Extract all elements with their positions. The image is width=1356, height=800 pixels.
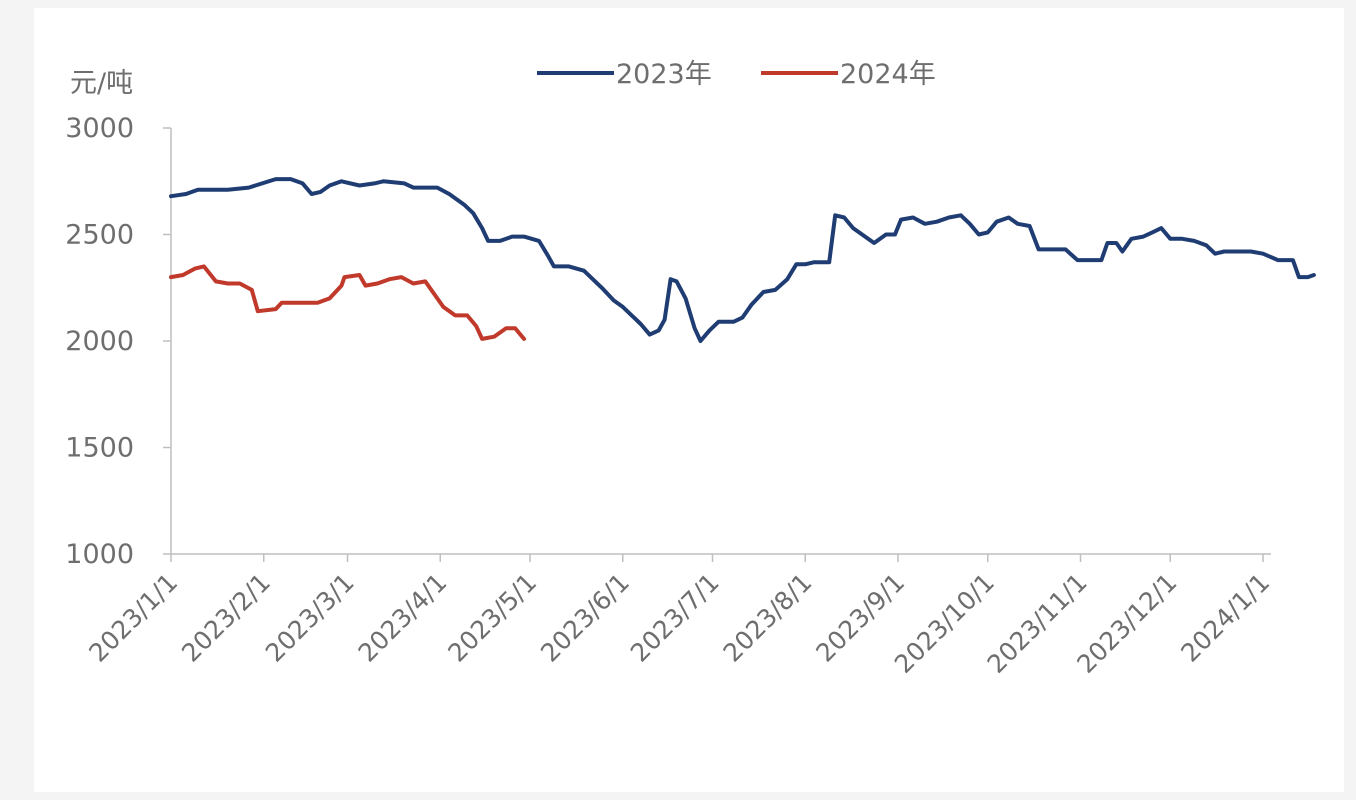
y-tick-label: 2000 [65, 326, 134, 357]
y-tick-label: 1000 [65, 539, 134, 570]
x-tick-label: 2023/6/1 [535, 568, 635, 668]
y-tick-label: 1500 [65, 433, 134, 464]
x-tick-label: 2023/3/1 [260, 568, 360, 668]
line-chart: 元/吨 2023年 2024年 1000 1500 2000 2500 3000 2023/… [65, 59, 1316, 679]
x-tick-label: 2023/8/1 [718, 568, 818, 668]
y-axis-unit-label: 元/吨 [70, 68, 133, 99]
x-tick-label: 2023/4/1 [353, 568, 453, 668]
series-line-2 [169, 264, 526, 341]
x-tick-label: 2024/1/1 [1175, 568, 1275, 668]
x-tick-label: 2023/7/1 [625, 568, 725, 668]
y-tick-label: 3000 [65, 113, 134, 144]
legend-label-2: 2024年 [840, 59, 936, 90]
x-tick-label: 2023/1/1 [83, 568, 183, 668]
chart-panel: 元/吨 2023年 2024年 1000 1500 2000 2500 3000 2023/… [34, 8, 1344, 792]
chart-axes: 100015002000250030002023/1/12023/2/12023… [65, 113, 1275, 679]
chart-legend: 2023年 2024年 [537, 59, 936, 90]
series-layer [169, 177, 1316, 343]
legend-label-1: 2023年 [616, 59, 712, 90]
x-tick-label: 2023/2/1 [176, 568, 276, 668]
x-tick-label: 2023/5/1 [442, 568, 542, 668]
series-line-1 [169, 177, 1316, 343]
y-tick-label: 2500 [65, 220, 134, 251]
